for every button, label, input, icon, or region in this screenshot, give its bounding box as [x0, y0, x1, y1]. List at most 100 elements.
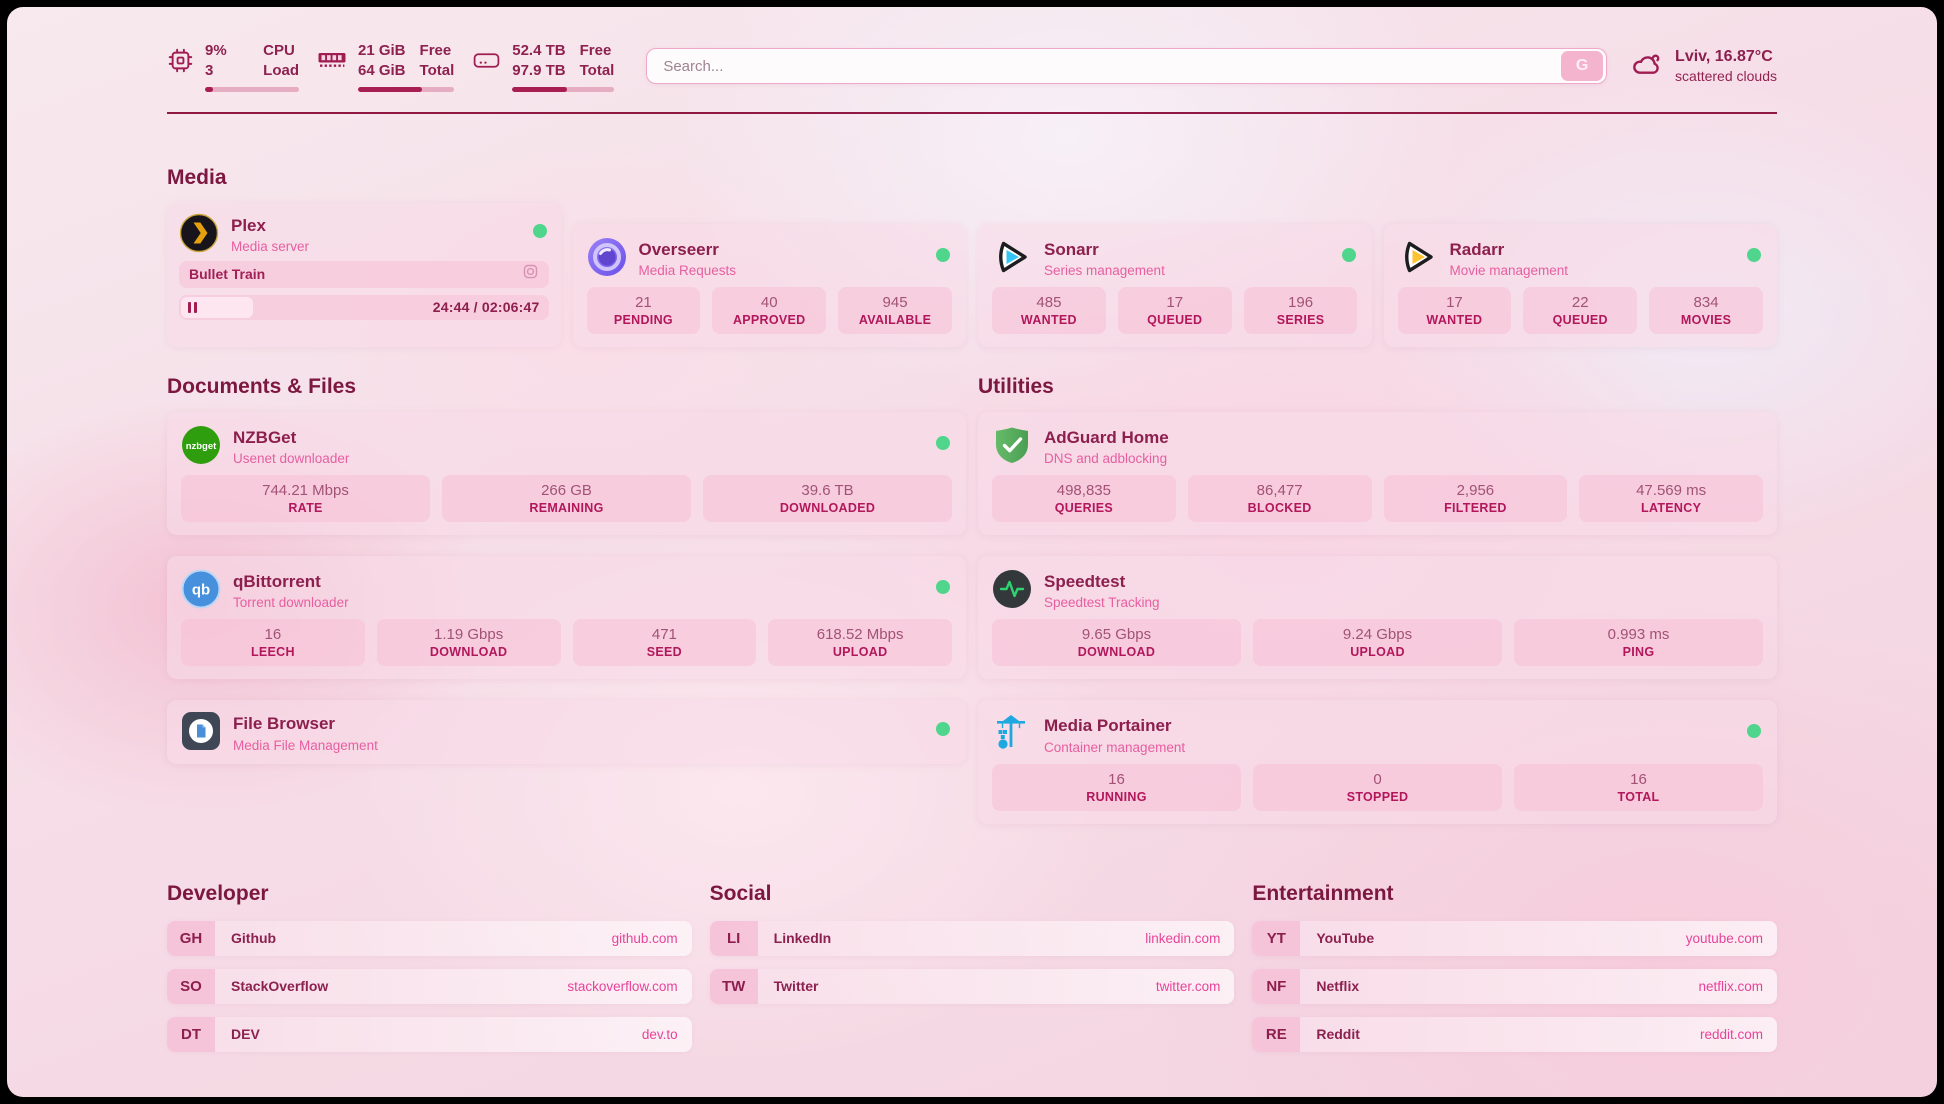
cpu-load-label: Load [263, 62, 299, 80]
status-dot [1341, 247, 1356, 262]
app-card-sonarr[interactable]: Sonarr Series management 485 WANTED 17 Q… [978, 223, 1372, 347]
stat-tile-queued: 17 QUEUED [1117, 286, 1232, 334]
bookmark-reddit[interactable]: RE Reddit reddit.com [1252, 1016, 1777, 1052]
stat-tile-pending: 21 PENDING [586, 286, 701, 334]
stat-value: 0.993 ms [1607, 626, 1670, 644]
stat-value: 485 [1036, 293, 1062, 311]
app-subtitle: DNS and adblocking [1044, 451, 1168, 466]
weather-condition: scattered clouds [1675, 68, 1777, 85]
bookmark-linkedin[interactable]: LI LinkedIn linkedin.com [709, 920, 1235, 956]
sonarr-icon [992, 237, 1032, 277]
bookmark-abbr: NF [1252, 968, 1301, 1004]
app-card-speedtest[interactable]: Speedtest Speedtest Tracking 9.65 Gbps D… [978, 556, 1777, 680]
app-card-radarr[interactable]: Radarr Movie management 17 WANTED 22 QUE… [1383, 223, 1777, 347]
bookmark-abbr: RE [1252, 1016, 1301, 1052]
stat-value: 834 [1693, 293, 1719, 311]
cpu-stat: 9% 3 CPU Load [167, 41, 299, 92]
adguard-icon [992, 425, 1032, 465]
app-subtitle: Usenet downloader [233, 451, 350, 466]
app-card-adguard[interactable]: AdGuard Home DNS and adblocking 498,835 … [978, 411, 1777, 535]
system-stats: 9% 3 CPU Load [167, 41, 615, 92]
app-subtitle: Movie management [1449, 262, 1569, 278]
bookmark-abbr: TW [709, 968, 758, 1004]
stat-tile-rate: 744.21 Mbps RATE [181, 475, 430, 522]
utilities-column: Utilities [978, 347, 1777, 824]
section-title-developer: Developer [167, 881, 269, 905]
stat-label: LATENCY [1641, 501, 1702, 515]
stat-value: 2,956 [1456, 482, 1495, 499]
app-subtitle: Media server [231, 238, 310, 254]
stat-value: 196 [1288, 293, 1314, 311]
cpu-value-percent: 9% [205, 42, 227, 59]
developer-column: Developer GH Github github.com SO StackO… [167, 882, 692, 1065]
app-subtitle: Media Requests [638, 262, 737, 278]
app-card-portainer[interactable]: Media Portainer Container management 16 … [978, 700, 1777, 824]
app-card-overseerr[interactable]: Overseerr Media Requests 21 PENDING 40 A… [572, 223, 966, 347]
stat-tile-running: 16 RUNNING [992, 763, 1241, 811]
section-title-media: Media [167, 165, 227, 189]
stat-label: QUEUED [1147, 312, 1203, 327]
bookmark-dev[interactable]: DT DEV dev.to [167, 1016, 692, 1052]
stat-label: UPLOAD [1350, 645, 1405, 660]
stat-value: 40 [760, 293, 778, 311]
bookmark-stackoverflow[interactable]: SO StackOverflow stackoverflow.com [167, 968, 692, 1004]
ram-free-value: 21 GiB [358, 42, 406, 59]
bookmark-netflix[interactable]: NF Netflix netflix.com [1252, 968, 1777, 1004]
bookmark-twitter[interactable]: TW Twitter twitter.com [709, 968, 1235, 1004]
app-card-nzbget[interactable]: nzbget NZBGet Usenet downloader 744.21 M… [167, 411, 966, 535]
bookmark-name: Github [231, 930, 277, 946]
stat-label: UPLOAD [832, 645, 888, 660]
app-name: Plex [231, 215, 266, 235]
stat-label: RATE [288, 501, 323, 515]
stat-label: PENDING [613, 312, 673, 327]
weather-location: Lviv, 16.87°C [1675, 48, 1773, 66]
bookmark-github[interactable]: GH Github github.com [167, 920, 692, 956]
qbittorrent-icon: qb [181, 569, 221, 609]
cpu-progress-fill [205, 86, 214, 92]
bookmark-url: linkedin.com [1145, 930, 1221, 946]
disk-free-label: Free [579, 42, 612, 59]
app-subtitle: Series management [1044, 262, 1165, 278]
stat-value: 0 [1373, 770, 1382, 788]
section-title-utilities: Utilities [978, 374, 1054, 398]
stat-label: PING [1622, 645, 1655, 660]
bookmark-name: Twitter [773, 978, 819, 994]
stat-tile-approved: 40 APPROVED [712, 286, 827, 334]
bookmark-abbr: SO [167, 968, 215, 1004]
stat-tile-queries: 498,835 QUERIES [992, 475, 1176, 522]
playback-progress-fill [181, 296, 254, 318]
stat-value: 17 [1166, 293, 1184, 311]
app-card-plex[interactable]: Plex Media server Bullet Train [167, 202, 561, 347]
cpu-label: CPU [263, 42, 295, 59]
stat-tile-latency: 47.569 ms LATENCY [1579, 475, 1763, 522]
app-name: qBittorrent [233, 572, 321, 591]
search-bar: G [646, 48, 1608, 85]
bookmark-name: LinkedIn [773, 930, 832, 946]
section-title-social: Social [709, 881, 772, 905]
app-card-qbittorrent[interactable]: qb qBittorrent Torrent downloader 16 LEE… [167, 556, 966, 680]
bookmark-youtube[interactable]: YT YouTube youtube.com [1252, 920, 1777, 956]
svg-text:qb: qb [192, 582, 210, 599]
stat-label: MOVIES [1680, 312, 1732, 327]
bookmark-name: Reddit [1316, 1026, 1360, 1042]
stat-value: 86,477 [1256, 482, 1303, 499]
status-dot [532, 223, 547, 238]
top-bar: 9% 3 CPU Load [167, 7, 1777, 92]
app-subtitle: Torrent downloader [233, 595, 349, 611]
app-subtitle: Container management [1044, 739, 1186, 755]
bookmark-url: dev.to [641, 1026, 678, 1042]
stat-value: 16 [1108, 770, 1125, 788]
stat-label: LEECH [250, 645, 295, 660]
stat-label: WANTED [1020, 312, 1077, 327]
app-card-filebrowser[interactable]: File Browser Media File Management [167, 700, 966, 764]
stat-label: AVAILABLE [858, 312, 932, 327]
stat-label: APPROVED [732, 312, 806, 327]
status-dot [936, 580, 950, 594]
cpu-progress-track [205, 86, 299, 92]
search-engine-button[interactable]: G [1561, 51, 1604, 82]
status-dot [936, 247, 950, 262]
stat-tile-total: 16 TOTAL [1514, 763, 1763, 811]
stat-tile-queued: 22 QUEUED [1523, 286, 1638, 334]
stat-tile-upload: 9.24 Gbps UPLOAD [1253, 619, 1502, 667]
search-input[interactable] [647, 57, 1559, 75]
